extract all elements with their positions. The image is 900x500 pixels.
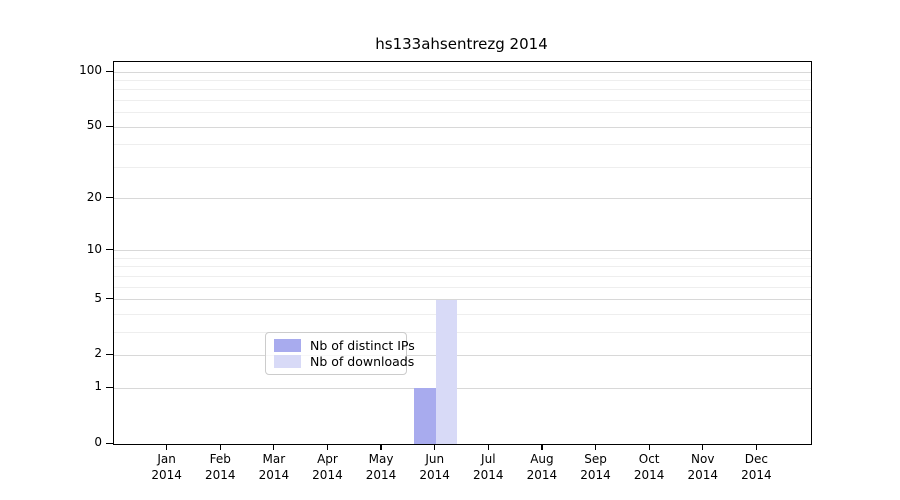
minor-gridline	[114, 313, 811, 315]
x-tick-label: Apr 2014	[297, 451, 357, 483]
legend-item-distinct-ips: Nb of distinct IPs	[274, 338, 415, 353]
y-tick-label: 2	[94, 346, 102, 361]
y-tick-mark	[106, 298, 113, 300]
y-tick-label: 1	[94, 379, 102, 394]
x-tick-month: Sep	[584, 452, 607, 466]
x-tick-year: 2014	[473, 468, 504, 482]
major-gridline	[114, 71, 811, 73]
x-tick-label: Jan 2014	[137, 451, 197, 483]
x-tick-label: May 2014	[351, 451, 411, 483]
x-tick-mark	[326, 444, 329, 451]
x-tick-month: Nov	[691, 452, 715, 466]
y-tick-mark	[106, 353, 113, 356]
legend: Nb of distinct IPs Nb of downloads	[265, 332, 415, 375]
minor-gridline	[114, 286, 811, 288]
x-tick-month: Mar	[262, 452, 286, 466]
y-tick-mark	[106, 70, 113, 72]
x-tick-year: 2014	[258, 468, 290, 482]
major-gridline	[114, 126, 811, 128]
x-tick-year: 2014	[687, 468, 719, 482]
minor-gridline	[114, 275, 811, 277]
major-gridline	[114, 387, 811, 389]
x-tick-label: Nov 2014	[673, 451, 733, 483]
x-tick-mark	[487, 444, 489, 451]
x-tick-month: Jun	[425, 452, 445, 466]
x-tick-mark	[594, 444, 597, 451]
x-tick-mark	[273, 444, 275, 451]
legend-label-downloads: Nb of downloads	[310, 354, 415, 370]
x-tick-year: 2014	[312, 468, 343, 482]
x-tick-label: Jun 2014	[405, 451, 465, 483]
x-tick-label: Dec 2014	[726, 451, 786, 483]
x-tick-label: Aug 2014	[512, 451, 572, 483]
minor-gridline	[114, 89, 811, 91]
minor-gridline	[114, 99, 811, 101]
x-tick-month: Oct	[638, 452, 660, 466]
y-tick-label: 50	[86, 118, 102, 133]
plot-area	[113, 61, 812, 445]
x-tick-mark	[219, 444, 221, 451]
minor-gridline	[114, 79, 811, 81]
y-tick-mark	[106, 386, 113, 388]
x-tick-mark	[166, 444, 168, 451]
legend-swatch-downloads	[274, 355, 301, 369]
x-tick-year: 2014	[580, 468, 611, 482]
chart-title: hs133ahsentrezg 2014	[375, 35, 548, 53]
x-tick-label: Jul 2014	[458, 451, 518, 483]
x-tick-month: Jan	[157, 452, 176, 466]
x-tick-month: Dec	[744, 452, 768, 466]
legend-label-distinct-ips: Nb of distinct IPs	[310, 337, 415, 353]
minor-gridline	[114, 331, 811, 333]
x-tick-month: Aug	[530, 452, 554, 466]
major-gridline	[114, 354, 811, 356]
x-tick-mark	[702, 444, 704, 451]
y-tick-label: 10	[86, 241, 102, 256]
x-tick-label: Oct 2014	[619, 451, 679, 483]
bar-distinct-ips	[414, 388, 436, 444]
major-gridline	[114, 198, 811, 200]
x-tick-month: Feb	[209, 452, 231, 466]
major-gridline	[114, 299, 811, 301]
x-tick-month: Apr	[317, 452, 338, 466]
x-tick-mark	[380, 444, 382, 451]
x-tick-label: Mar 2014	[244, 451, 304, 483]
x-tick-mark	[434, 444, 436, 451]
x-tick-mark	[755, 444, 757, 451]
x-tick-year: 2014	[741, 468, 772, 482]
bar-downloads	[435, 299, 458, 444]
x-tick-mark	[541, 444, 543, 451]
x-tick-month: May	[368, 452, 394, 466]
major-gridline	[114, 250, 811, 252]
minor-gridline	[114, 144, 811, 146]
y-tick-label: 5	[94, 290, 102, 305]
minor-gridline	[114, 257, 811, 259]
legend-item-downloads: Nb of downloads	[274, 354, 414, 369]
y-tick-mark	[106, 249, 113, 251]
minor-gridline	[114, 166, 811, 168]
y-tick-mark	[106, 125, 113, 127]
x-tick-label: Sep 2014	[566, 451, 626, 483]
minor-gridline	[114, 112, 811, 114]
y-tick-label: 0	[94, 435, 102, 449]
x-tick-month: Jul	[481, 452, 496, 466]
x-tick-year: 2014	[365, 468, 397, 482]
x-tick-year: 2014	[633, 468, 665, 482]
x-tick-year: 2014	[204, 468, 236, 482]
y-tick-label: 100	[79, 63, 102, 77]
legend-swatch-distinct-ips	[274, 338, 301, 352]
x-tick-year: 2014	[526, 468, 558, 482]
x-tick-year: 2014	[151, 468, 182, 482]
x-tick-year: 2014	[419, 468, 450, 482]
y-tick-mark	[106, 197, 113, 199]
minor-gridline	[114, 266, 811, 268]
x-tick-label: Feb 2014	[190, 451, 250, 483]
y-tick-label: 20	[86, 189, 102, 204]
y-tick-mark	[106, 442, 113, 444]
x-tick-mark	[648, 444, 650, 451]
